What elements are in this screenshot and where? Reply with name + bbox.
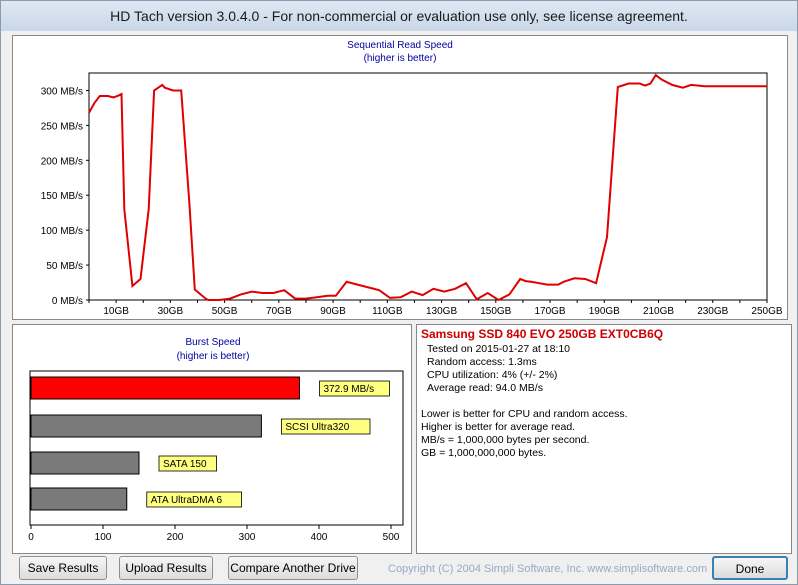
sequential-read-panel: Sequential Read Speed (higher is better)… — [12, 35, 788, 320]
x-tick-label: 170GB — [534, 306, 565, 317]
sequential-read-chart: Sequential Read Speed (higher is better)… — [41, 40, 783, 317]
burst-speed-chart: Burst Speed (higher is better) 372.9 MB/… — [28, 337, 404, 543]
window-title: HD Tach version 3.0.4.0 - For non-commer… — [1, 1, 797, 31]
plot-area — [29, 370, 404, 526]
done-button[interactable]: Done — [712, 556, 788, 580]
note-line: Lower is better for CPU and random acces… — [421, 408, 628, 420]
random-access: Random access: 1.3ms — [427, 356, 537, 368]
chart-subtitle: (higher is better) — [364, 53, 437, 64]
x-tick-label: 110GB — [372, 306, 403, 317]
copyright-text: Copyright (C) 2004 Simpli Software, Inc.… — [388, 563, 708, 575]
y-tick-label: 100 MB/s — [41, 226, 83, 237]
y-tick-label: 200 MB/s — [41, 156, 83, 167]
x-tick-label: 100 — [95, 532, 112, 543]
x-tick-label: 190GB — [589, 306, 620, 317]
x-tick-label: 400 — [311, 532, 328, 543]
burst-label: SATA 150 — [163, 459, 207, 470]
burst-bar — [30, 414, 262, 438]
burst-label: 372.9 MB/s — [323, 384, 374, 395]
read-speed-series — [88, 73, 767, 302]
burst-label-box — [319, 380, 390, 397]
compare-drive-button[interactable]: Compare Another Drive — [228, 556, 358, 580]
x-tick-label: 230GB — [697, 306, 728, 317]
x-tick-label: 300 — [239, 532, 256, 543]
burst-speed-panel: Burst Speed (higher is better) 372.9 MB/… — [12, 324, 412, 554]
y-tick-label: 150 MB/s — [41, 191, 83, 202]
x-tick-label: 70GB — [266, 306, 292, 317]
note-line: Higher is better for average read. — [421, 421, 576, 433]
x-tick-label: 0 — [28, 532, 34, 543]
upload-results-button[interactable]: Upload Results — [119, 556, 213, 580]
burst-label: ATA UltraDMA 6 — [151, 495, 223, 506]
x-tick-label: 250GB — [751, 306, 782, 317]
y-tick-label: 50 MB/s — [46, 261, 83, 272]
plot-area — [88, 72, 768, 301]
burst-label: SCSI Ultra320 — [285, 422, 349, 433]
burst-label-box — [280, 418, 371, 435]
results-info-panel: Samsung SSD 840 EVO 250GB EXT0CB6Q Teste… — [416, 324, 792, 554]
x-tick-label: 500 — [383, 532, 400, 543]
burst-bar — [30, 451, 140, 475]
burst-bar — [30, 376, 300, 400]
x-tick-label: 30GB — [158, 306, 184, 317]
x-tick-label: 90GB — [320, 306, 346, 317]
x-tick-label: 10GB — [103, 306, 129, 317]
save-results-button[interactable]: Save Results — [19, 556, 107, 580]
burst-label-box — [146, 491, 242, 508]
x-tick-label: 130GB — [426, 306, 457, 317]
x-tick-label: 210GB — [643, 306, 674, 317]
tested-date: Tested on 2015-01-27 at 18:10 — [427, 343, 571, 355]
y-tick-label: 300 MB/s — [41, 86, 83, 97]
y-tick-label: 250 MB/s — [41, 121, 83, 132]
note-line: GB = 1,000,000,000 bytes. — [421, 447, 547, 459]
drive-name: Samsung SSD 840 EVO 250GB EXT0CB6Q — [421, 327, 664, 341]
average-read: Average read: 94.0 MB/s — [427, 382, 543, 394]
x-tick-label: 50GB — [212, 306, 238, 317]
y-tick-label: 0 MB/s — [52, 296, 83, 307]
cpu-utilization: CPU utilization: 4% (+/- 2%) — [427, 369, 558, 381]
note-line: MB/s = 1,000,000 bytes per second. — [421, 434, 590, 446]
burst-label-box — [158, 455, 217, 472]
x-tick-label: 150GB — [480, 306, 511, 317]
chart-title: Sequential Read Speed — [347, 40, 453, 51]
chart-title: Burst Speed — [185, 337, 240, 348]
x-tick-label: 200 — [167, 532, 184, 543]
chart-subtitle: (higher is better) — [177, 351, 250, 362]
burst-bar — [30, 487, 128, 511]
